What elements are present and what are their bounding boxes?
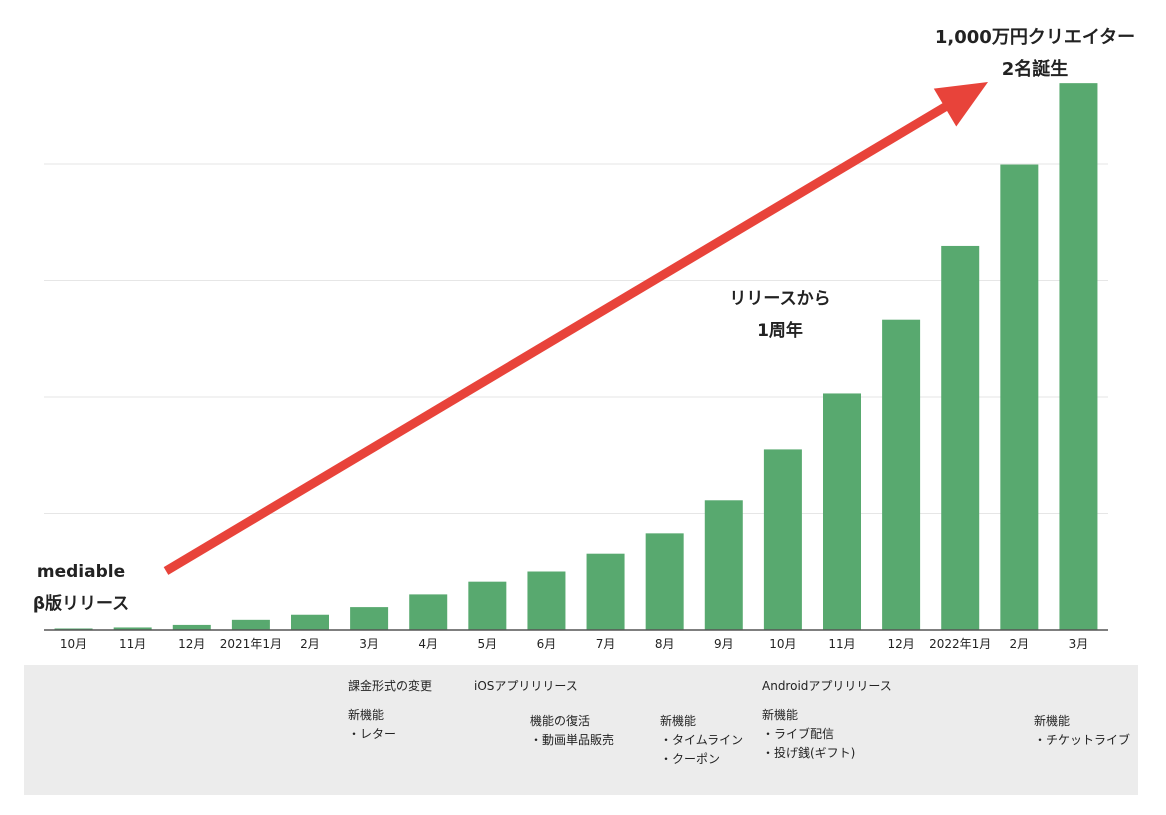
annotation-top-line-1: 1,000万円クリエイター	[934, 27, 1136, 48]
timeline-text	[348, 696, 432, 706]
bar	[586, 553, 625, 630]
x-tick-label: 10月	[60, 637, 87, 651]
timeline-text: 新機能	[348, 708, 385, 722]
x-tick-label: 2月	[300, 637, 320, 651]
timeline-text: 新機能	[762, 708, 799, 722]
growth-arrow-shaft	[163, 100, 953, 575]
growth-arrow	[163, 82, 988, 575]
x-tick-label: 9月	[714, 637, 734, 651]
x-tick-label: 2022年1月	[929, 637, 991, 651]
timeline-text: ・クーポン	[660, 752, 721, 766]
timeline-item-timeline: 新機能 ・タイムライン ・クーポン	[660, 712, 743, 769]
timeline-item-ticket-live: 新機能 ・チケットライブ	[1034, 712, 1130, 750]
bar	[823, 393, 861, 630]
x-tick-label: 12月	[887, 637, 914, 651]
annotation-anniversary-line-1: リリースから	[729, 289, 831, 309]
timeline-item-android: Androidアプリリリース 新機能 ・ライブ配信 ・投げ銭(ギフト)	[762, 677, 892, 763]
bar	[409, 594, 448, 630]
timeline-text: ・動画単品販売	[530, 733, 615, 747]
x-tick-label: 8月	[655, 637, 675, 651]
bar-chart: 10月 11月 12月 2021年1月 2月 3月 4月 5月 6月 7月 8月 9月 10月 11月 12…	[44, 82, 1108, 651]
timeline-item-video: 機能の復活 ・動画単品販売	[530, 712, 614, 750]
timeline-text: 新機能	[660, 714, 697, 728]
x-tick-label: 7月	[596, 637, 616, 651]
bar	[527, 571, 566, 630]
x-tick-label: 11月	[828, 637, 855, 651]
annotation-beta-line-1: mediable	[36, 562, 126, 582]
x-tick-label: 3月	[1069, 637, 1089, 651]
timeline-text: ・ライブ配信	[762, 727, 835, 741]
x-tick-label: 3月	[359, 637, 379, 651]
annotation-top: 1,000万円クリエイター 2名誕生	[930, 22, 1140, 86]
timeline-text: ・投げ銭(ギフト)	[762, 746, 856, 760]
timeline-text: 新機能	[1034, 714, 1071, 728]
x-tick-labels: 10月 11月 12月 2021年1月 2月 3月 4月 5月 6月 7月 8月 9月 10月 11月 12…	[60, 637, 1088, 651]
annotation-anniversary-line-2: 1周年	[757, 321, 803, 341]
bar	[1000, 164, 1039, 631]
x-tick-label: 2021年1月	[220, 637, 282, 651]
annotation-beta-release: mediable β版リリース	[16, 556, 146, 620]
bar	[645, 533, 684, 630]
annotation-beta-line-2: β版リリース	[32, 594, 130, 614]
bar	[468, 581, 507, 630]
bar	[1059, 83, 1098, 631]
timeline-item-billing: 課金形式の変更 新機能 ・レター	[348, 677, 432, 744]
bar	[350, 607, 389, 630]
timeline-text	[762, 696, 892, 706]
x-tick-label: 11月	[119, 637, 146, 651]
bar	[882, 319, 921, 630]
annotation-top-line-2: 2名誕生	[1001, 59, 1069, 80]
timeline-text: 機能の復活	[530, 714, 591, 728]
bar	[54, 628, 93, 630]
bar	[704, 500, 743, 630]
bar	[172, 624, 211, 630]
timeline-text: 課金形式の変更	[348, 679, 433, 693]
annotation-anniversary: リリースから 1周年	[700, 283, 860, 347]
x-tick-label: 5月	[478, 637, 498, 651]
x-tick-label: 2月	[1010, 637, 1030, 651]
bar	[763, 449, 802, 630]
timeline-text: ・チケットライブ	[1034, 733, 1131, 747]
feature-timeline: 課金形式の変更 新機能 ・レター iOSアプリリリース 機能の復活 ・動画単品販…	[24, 665, 1138, 795]
timeline-item-ios: iOSアプリリリース	[474, 677, 578, 696]
x-tick-label: 10月	[769, 637, 796, 651]
growth-arrow-head	[933, 82, 988, 127]
timeline-text: Androidアプリリリース	[762, 679, 892, 693]
x-tick-label: 12月	[178, 637, 205, 651]
bar	[231, 619, 270, 630]
x-tick-label: 6月	[537, 637, 557, 651]
grid-lines	[44, 163, 1108, 514]
timeline-text: ・タイムライン	[660, 733, 744, 747]
bar	[291, 614, 329, 630]
x-tick-label: 4月	[418, 637, 438, 651]
timeline-text: ・レター	[348, 727, 397, 741]
bar	[941, 245, 980, 630]
timeline-text: iOSアプリリリース	[474, 679, 578, 693]
bars	[54, 83, 1098, 631]
bar	[113, 627, 152, 630]
